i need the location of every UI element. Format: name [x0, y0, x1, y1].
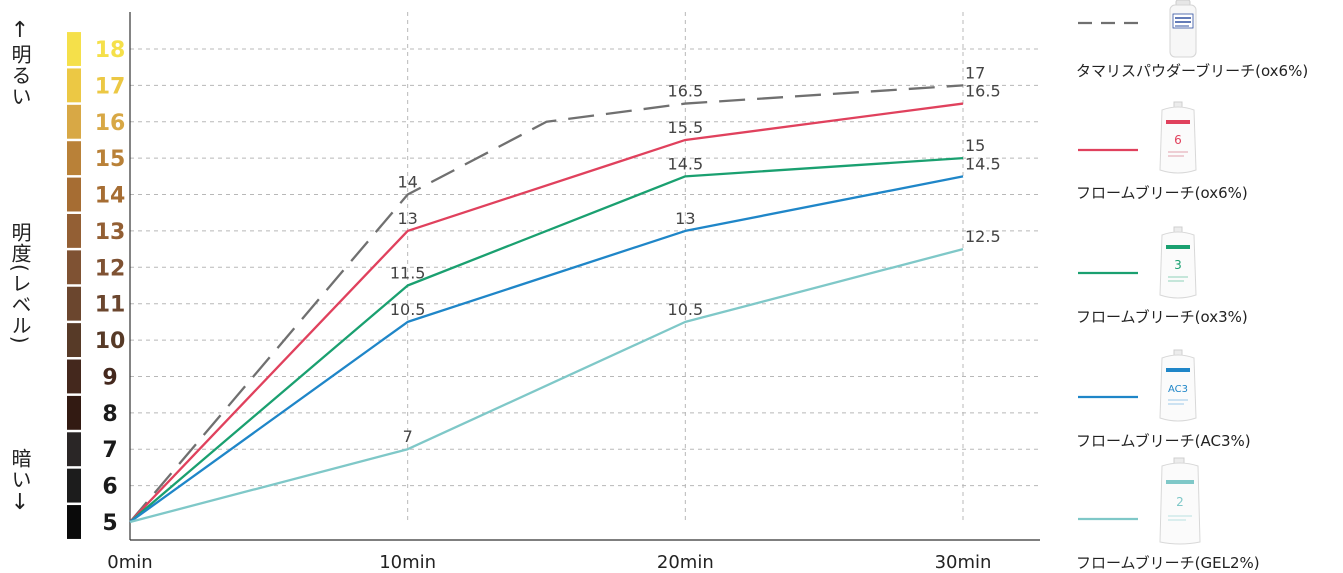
y-tick-label: 10 [95, 329, 126, 354]
data-label: 10.5 [668, 300, 704, 319]
brighter-label: 明るい [8, 44, 32, 107]
x-tick-label: 20min [657, 552, 714, 572]
legend-label: フロームブリーチ(GEL2%) [1076, 554, 1260, 572]
legend-item-frohm-gel2: 2 フロームブリーチ(GEL2%) [1070, 456, 1340, 572]
svg-text:AC3: AC3 [1168, 384, 1188, 395]
data-label: 14 [397, 173, 417, 192]
darker-label: 暗い [8, 448, 32, 490]
data-label: 7 [403, 427, 413, 446]
level-swatch [67, 104, 81, 139]
level-swatch [67, 323, 81, 358]
level-swatch [67, 286, 81, 321]
data-label: 17 [965, 63, 985, 82]
y-tick-label: 9 [102, 365, 117, 390]
y-tick-label: 18 [95, 38, 126, 63]
legend-swatch [1078, 271, 1138, 275]
data-label: 12.5 [965, 227, 1001, 246]
data-label: 13 [675, 209, 695, 228]
level-swatch [67, 359, 81, 394]
svg-text:6: 6 [1174, 133, 1182, 147]
y-tick-label: 8 [102, 402, 117, 427]
level-swatch [67, 32, 81, 66]
legend-swatch [1078, 21, 1138, 25]
arrow-down-icon: ↓ [10, 490, 30, 515]
level-swatch [67, 177, 81, 212]
series-line [129, 175, 964, 523]
y-tick-label: 5 [102, 511, 117, 536]
y-tick-label: 16 [95, 111, 126, 136]
x-tick-label: 0min [107, 552, 152, 572]
level-swatch [67, 250, 81, 285]
axes [129, 12, 1040, 541]
y-tick-label: 14 [95, 184, 126, 209]
grid-lines [130, 12, 1040, 522]
legend-item-frohm-ox6: 6 フロームブリーチ(ox6%) [1070, 100, 1340, 210]
svg-text:3: 3 [1174, 258, 1182, 272]
legend-swatch [1078, 148, 1138, 152]
y-tick-labels: 5 6 7 8 9 10 11 12 13 14 15 16 17 18 [95, 38, 126, 536]
legend-label: フロームブリーチ(AC3%) [1076, 432, 1251, 450]
level-swatch [67, 432, 81, 467]
pouch-icon: 6 [1159, 101, 1197, 174]
level-swatch [67, 468, 81, 503]
pouch-icon: AC3 [1159, 349, 1197, 422]
brighter-arrow-label: ↑ 明るい [2, 18, 38, 108]
level-label: 明度(レベル) [8, 222, 32, 345]
legend-label: フロームブリーチ(ox6%) [1076, 184, 1248, 202]
data-label: 10.5 [390, 300, 426, 319]
y-tick-label: 17 [95, 74, 126, 99]
data-label: 15 [965, 136, 985, 155]
series-lines [129, 84, 964, 524]
legend-item-frohm-ac3: AC3 フロームブリーチ(AC3%) [1070, 348, 1340, 458]
data-label: 15.5 [668, 118, 704, 137]
data-label: 13 [397, 209, 417, 228]
pouch-icon: 3 [1159, 226, 1197, 299]
series-line [129, 248, 964, 524]
data-label: 11.5 [390, 264, 426, 283]
pouch-icon: 2 [1159, 457, 1201, 545]
level-swatch [67, 395, 81, 430]
y-tick-label: 7 [102, 438, 117, 463]
legend-item-tamaris-ox6: タマリスパウダーブリーチ(ox6%) [1070, 0, 1340, 110]
data-label: 14.5 [668, 154, 704, 173]
series-line [129, 157, 964, 523]
x-tick-label: 30min [935, 552, 992, 572]
level-swatch [67, 213, 81, 248]
level-swatches [67, 32, 81, 539]
arrow-up-icon: ↑ [10, 18, 30, 43]
y-tick-label: 13 [95, 220, 126, 245]
legend-item-frohm-ox3: 3 フロームブリーチ(ox3%) [1070, 225, 1340, 335]
data-label: 16.5 [668, 82, 704, 101]
legend-label: タマリスパウダーブリーチ(ox6%) [1076, 62, 1309, 80]
y-tick-label: 11 [95, 293, 126, 318]
y-tick-label: 15 [95, 147, 126, 172]
y-tick-label: 12 [95, 256, 126, 281]
level-swatch [67, 141, 81, 176]
powder-bottle-icon [1169, 0, 1197, 58]
data-label: 14.5 [965, 154, 1001, 173]
darker-arrow-label: 暗い ↓ [2, 448, 38, 514]
series-line [129, 102, 964, 523]
x-tick-label: 10min [379, 552, 436, 572]
legend-swatch [1078, 517, 1138, 521]
level-swatch [67, 505, 81, 539]
x-tick-labels: 0min 10min 20min 30min [107, 552, 991, 572]
legend-swatch [1078, 395, 1138, 399]
data-labels: 1416.5171315.516.511.514.51510.51314.571… [390, 63, 1001, 446]
legend-label: フロームブリーチ(ox3%) [1076, 308, 1248, 326]
data-label: 16.5 [965, 82, 1001, 101]
series-line [129, 84, 964, 523]
level-axis-label: 明度(レベル) [2, 222, 38, 345]
level-swatch [67, 68, 81, 103]
svg-text:2: 2 [1176, 495, 1184, 509]
y-tick-label: 6 [102, 475, 117, 500]
